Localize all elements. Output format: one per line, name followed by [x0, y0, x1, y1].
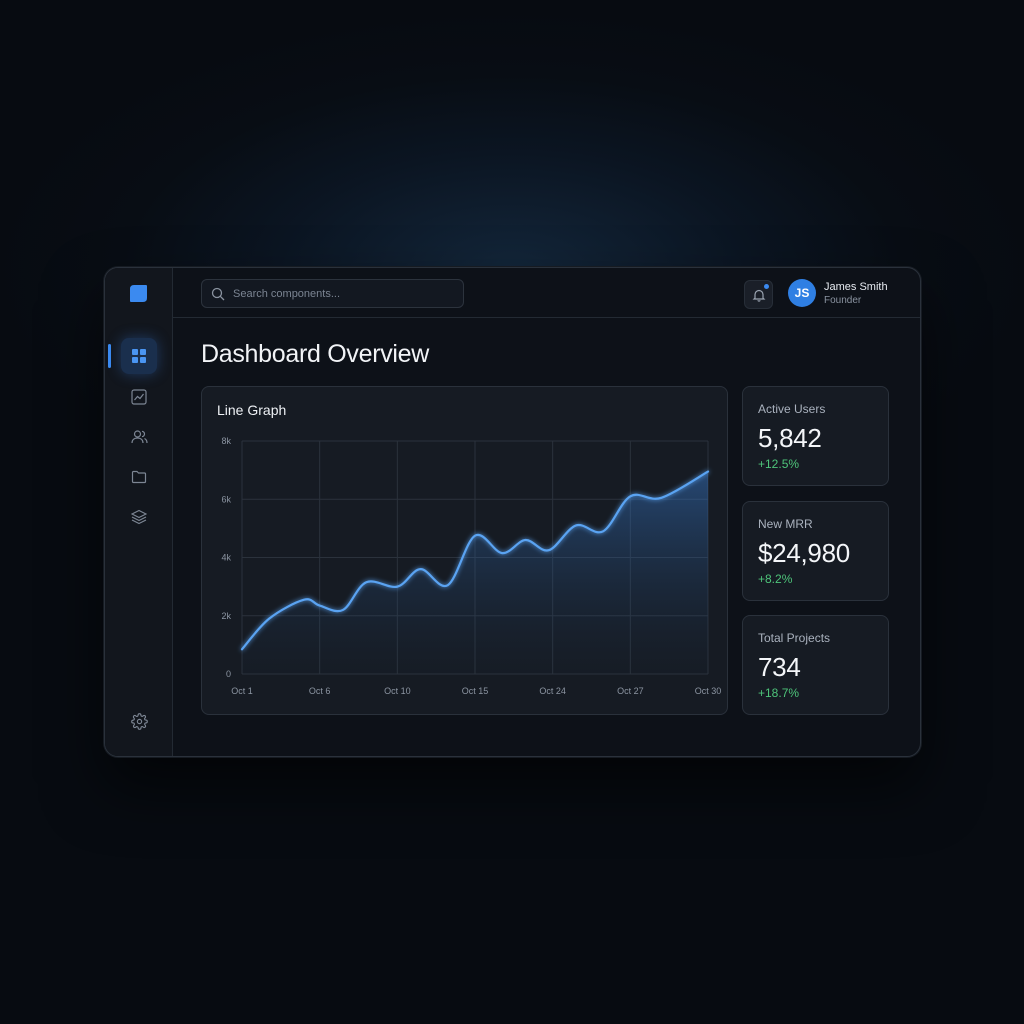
chart-title: Line Graph — [217, 402, 287, 418]
sidebar-item-layers[interactable] — [121, 499, 157, 535]
stat-delta: +18.7% — [758, 686, 800, 700]
search-icon — [211, 287, 225, 300]
users-icon — [130, 430, 148, 444]
bell-icon — [752, 289, 765, 302]
x-tick-label: Oct 30 — [695, 686, 722, 696]
y-tick-label: 2k — [221, 611, 231, 621]
sidebar-item-settings[interactable] — [121, 703, 157, 739]
series-line — [240, 470, 710, 651]
layers-icon — [131, 509, 147, 525]
app-logo-icon[interactable] — [129, 284, 148, 303]
stat-delta: +12.5% — [758, 457, 800, 471]
sidebar — [105, 268, 173, 756]
sidebar-item-analytics[interactable] — [121, 379, 157, 415]
line-graph-card: 0 2k 4k 6k 8k Oct 1 Oct 6 Oct 10 Oct 15 Oct 24 Oct… — [201, 386, 728, 715]
user-name: James Smith — [824, 281, 888, 293]
stat-value: 5,842 — [758, 423, 822, 453]
stat-label: Active Users — [758, 402, 826, 416]
series-area — [242, 471, 708, 674]
x-tick-label: Oct 24 — [539, 686, 566, 696]
y-tick-label: 0 — [226, 669, 231, 679]
sidebar-item-users[interactable] — [121, 419, 157, 455]
settings-icon — [130, 712, 148, 730]
stat-label: New MRR — [758, 517, 813, 531]
sidebar-item-dashboard[interactable] — [121, 338, 157, 374]
x-tick-label: Oct 6 — [309, 686, 331, 696]
sidebar-item-files[interactable] — [121, 459, 157, 495]
x-tick-label: Oct 15 — [462, 686, 489, 696]
search-box[interactable] — [201, 279, 464, 308]
x-tick-label: Oct 27 — [617, 686, 644, 696]
notifications-button[interactable] — [744, 280, 773, 309]
stat-value: 734 — [758, 652, 801, 682]
stat-value: $24,980 — [758, 538, 850, 568]
top-bar: JS James Smith Founder — [172, 268, 920, 318]
user-role: Founder — [824, 295, 862, 306]
app-window: JS James Smith Founder Dashboard Overvie… — [104, 267, 921, 757]
search-input[interactable] — [231, 286, 455, 301]
stat-delta: +8.2% — [758, 572, 793, 586]
dashboard-icon — [132, 349, 146, 363]
x-tick-label: Oct 1 — [231, 686, 253, 696]
analytics-icon — [131, 389, 147, 405]
page-title: Dashboard Overview — [201, 340, 430, 368]
line-chart: 0 2k 4k 6k 8k Oct 1 Oct 6 Oct 10 Oct 15 Oct 24 Oct… — [221, 436, 722, 696]
stat-card-active-users: Active Users 5,842 +12.5% — [742, 386, 889, 486]
stat-card-total-projects: Total Projects 734 +18.7% — [742, 615, 889, 715]
active-nav-indicator — [108, 344, 111, 368]
folder-icon — [131, 470, 147, 484]
stat-label: Total Projects — [758, 631, 831, 645]
avatar[interactable]: JS — [788, 279, 816, 307]
x-tick-label: Oct 10 — [384, 686, 411, 696]
y-tick-label: 4k — [221, 553, 231, 563]
stat-card-new-mrr: New MRR $24,980 +8.2% — [742, 501, 889, 601]
y-tick-label: 6k — [221, 494, 231, 504]
notification-dot — [764, 284, 769, 289]
y-tick-label: 8k — [221, 436, 231, 446]
